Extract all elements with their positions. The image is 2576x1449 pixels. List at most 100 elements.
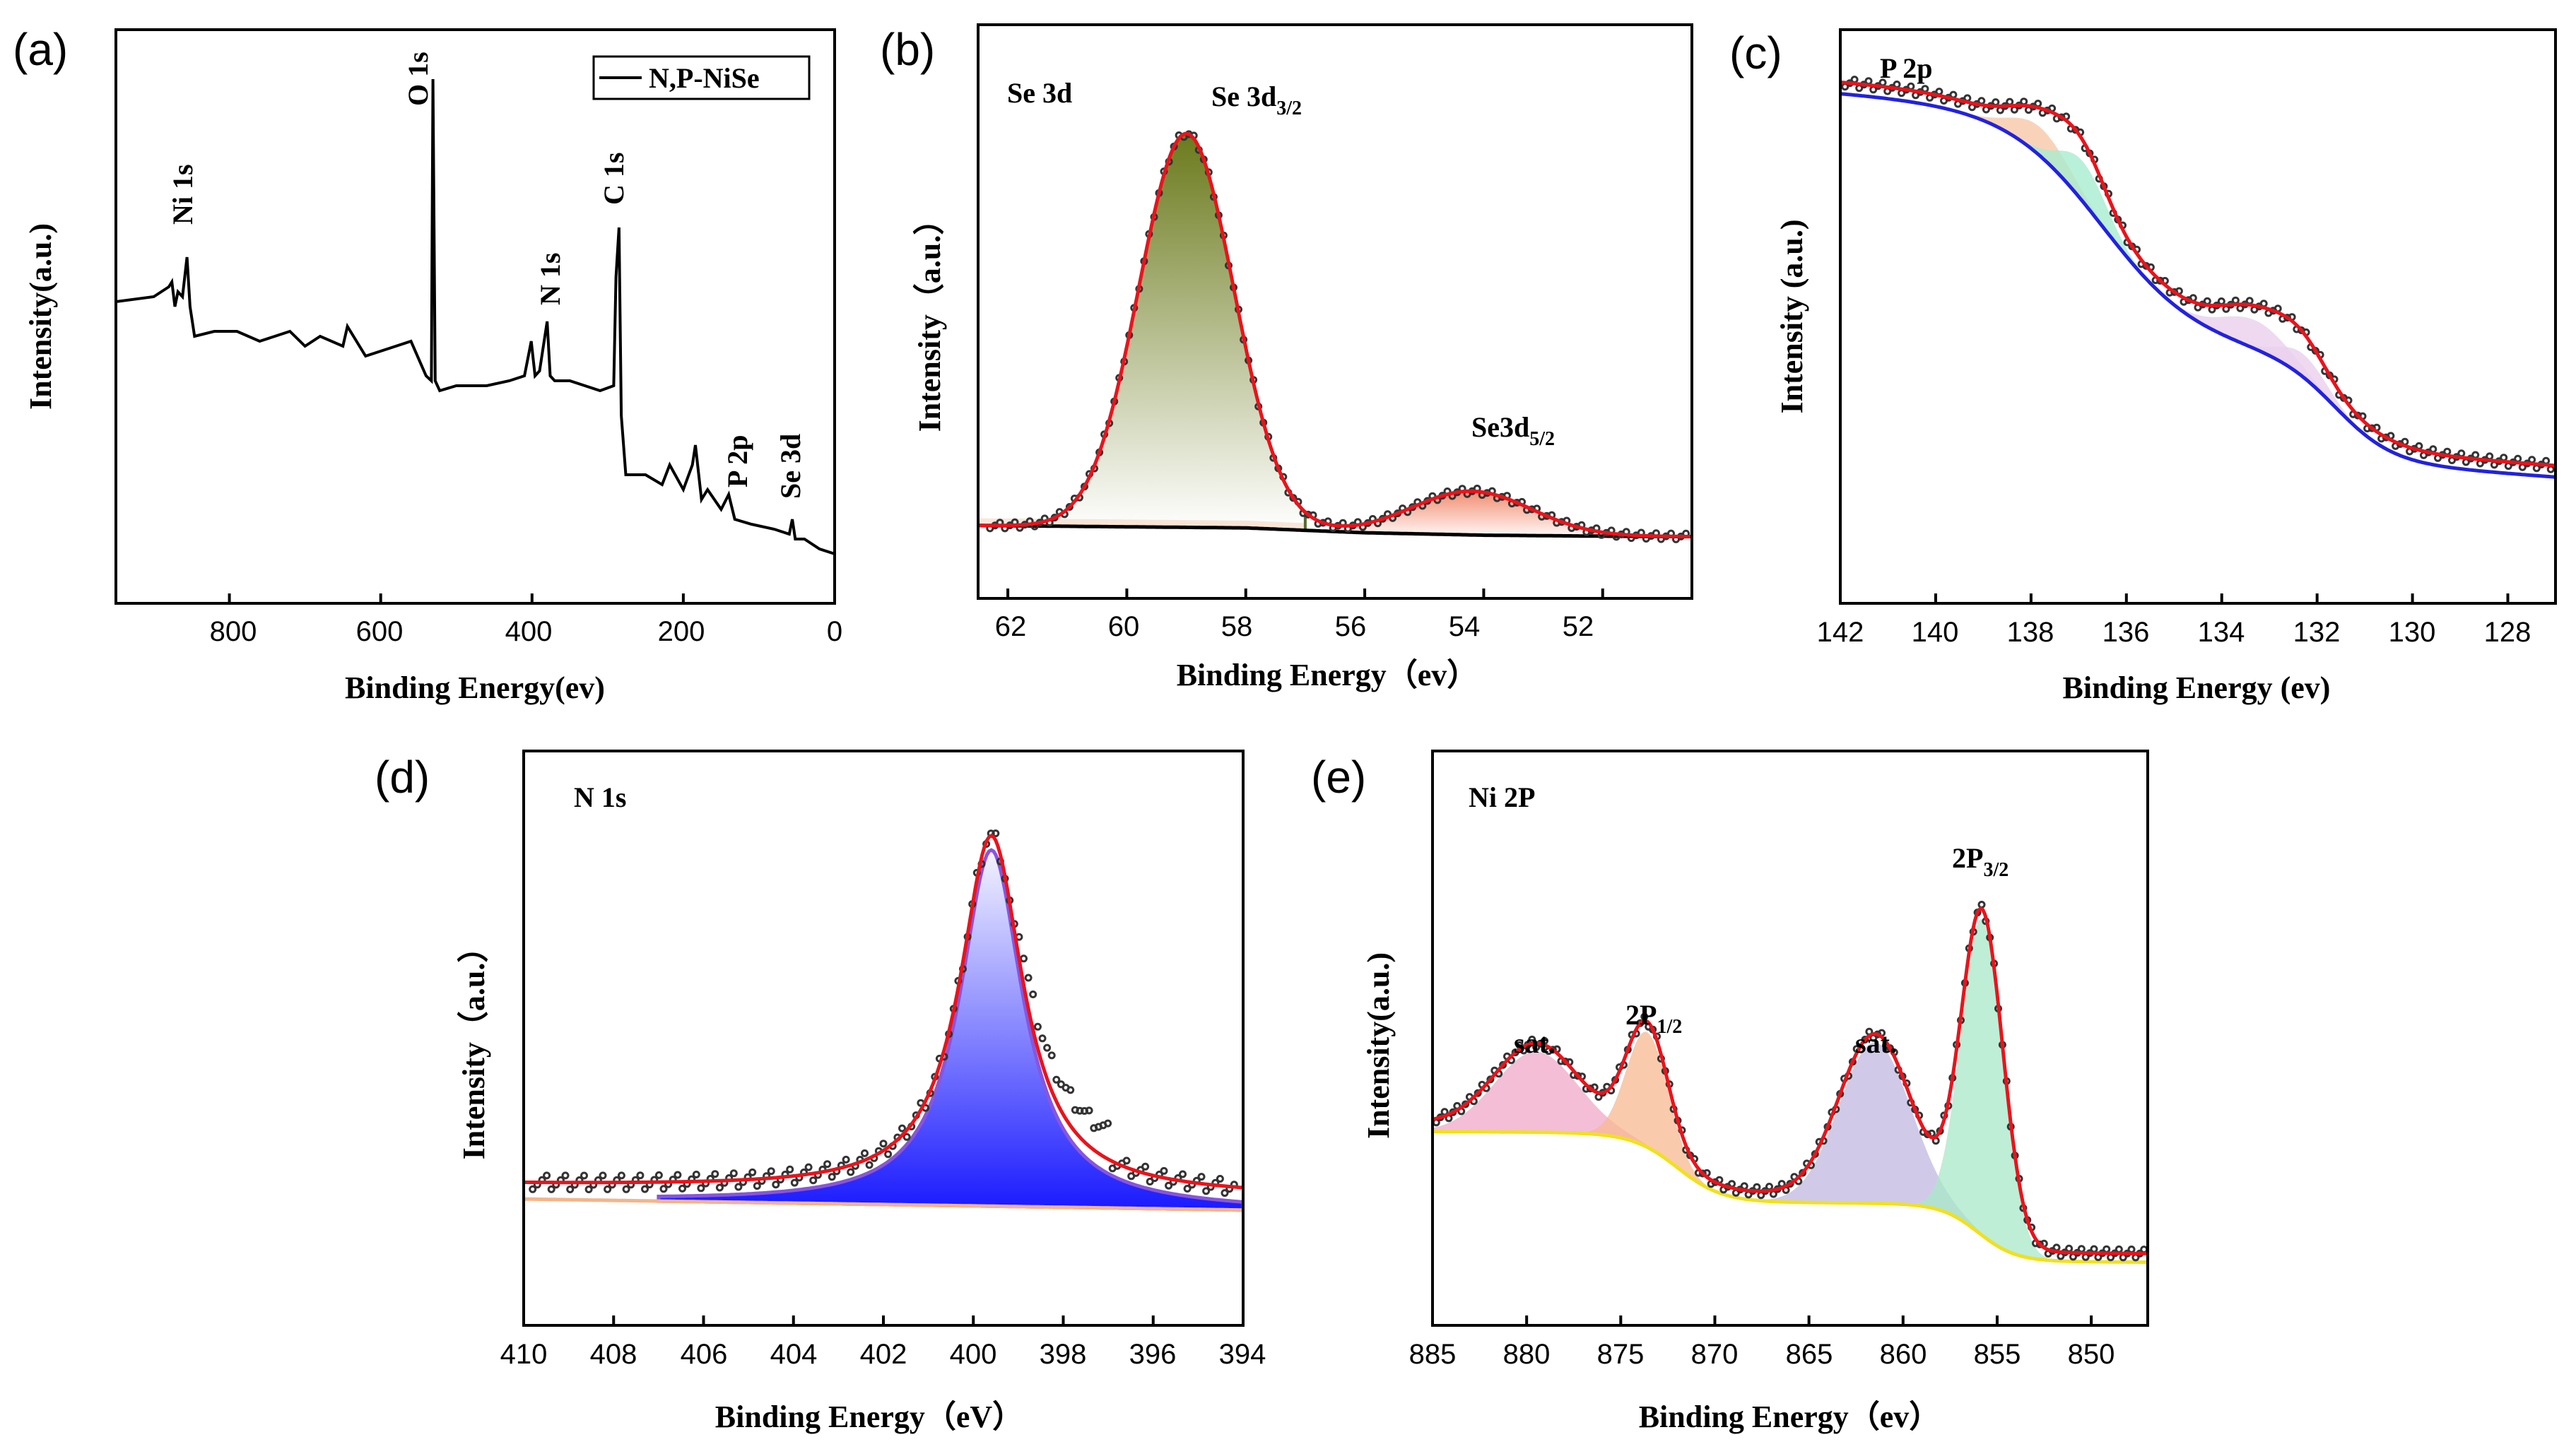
- panel-d-x-label: Binding Energy（eV）: [715, 1400, 1023, 1434]
- panel-b-tick-56: 56: [1335, 611, 1367, 642]
- panel-d-raw-point: [879, 1140, 888, 1148]
- panel-d-frame: [522, 750, 1245, 1327]
- panel-d-tick-402: 402: [860, 1339, 907, 1370]
- panel-a-survey-line: [116, 78, 835, 555]
- annot-se3d32: Se 3d3/2: [1211, 81, 1302, 119]
- panel-c-y-label: Intensity (a.u.): [1775, 219, 1809, 413]
- panel-e-tick-880: 880: [1503, 1339, 1551, 1370]
- panel-e-name: Ni 2P: [1469, 781, 1535, 813]
- panel-d-raw-point: [847, 1168, 855, 1176]
- panel-c-tick-136: 136: [2102, 617, 2150, 648]
- panel-c-component-1: [1935, 106, 2151, 283]
- panel-d-raw-points: [529, 829, 1238, 1197]
- panel-d-raw-point: [809, 1176, 818, 1185]
- panel-c-raw-point: [2471, 451, 2480, 459]
- panel-e-tick-860: 860: [1880, 1339, 1927, 1370]
- annot-n1s: N 1s: [534, 253, 566, 305]
- panel-e-raw-point: [2140, 1246, 2148, 1254]
- panel-d-raw-point: [767, 1167, 775, 1176]
- panel-c-raw-point: [2457, 449, 2466, 458]
- panel-d-raw-point: [697, 1184, 705, 1193]
- panel-c-tick-128: 128: [2484, 617, 2531, 648]
- panel-e-raw-point: [1561, 1058, 1570, 1065]
- panel-d-raw-point: [1020, 954, 1028, 963]
- panel-b-x-label: Binding Energy（ev）: [1177, 658, 1478, 692]
- panel-c-x-ticks: [1839, 593, 2510, 603]
- panel-e-raw-point: [1698, 1169, 1707, 1178]
- panel-d-raw-point: [804, 1163, 813, 1171]
- panel-d-raw-point: [842, 1155, 850, 1164]
- panel-b-x-ticks: [1006, 589, 1604, 598]
- panel-e-raw-point: [1474, 1089, 1482, 1097]
- panel-d-tick-400: 400: [950, 1339, 997, 1370]
- panel-c-name: P 2p: [1880, 52, 1932, 84]
- panel-e-2p12-peak: [1583, 1031, 1715, 1191]
- panel-c-raw-point: [2486, 452, 2494, 461]
- panel-d-raw-point: [678, 1184, 686, 1193]
- panel-d-raw-point: [992, 829, 1000, 838]
- panel-c-tick-138: 138: [2007, 617, 2054, 648]
- panel-d-raw-point: [790, 1178, 799, 1187]
- panel-d-raw-point: [622, 1185, 630, 1193]
- panel-d-raw-point: [898, 1124, 906, 1132]
- panel-d-raw-point: [715, 1183, 724, 1192]
- panel-e-tick-855: 855: [1974, 1339, 2021, 1370]
- panel-d-raw-point: [617, 1171, 625, 1180]
- panel-d-raw-point: [1197, 1173, 1206, 1181]
- panel-a-x-ticks: [228, 593, 836, 603]
- panel-c-frame: [1839, 28, 2557, 605]
- panel-c-raw-point: [2542, 456, 2551, 465]
- panel-e-fit-line: [1433, 906, 2148, 1255]
- panel-d-raw-point: [1024, 974, 1033, 982]
- panel-b-se3d32-peak: [1030, 132, 1307, 532]
- panel-e-raw-point: [2127, 1246, 2136, 1253]
- panel-a-legend: N,P-NiSe: [592, 55, 811, 100]
- panel-d-fit-line: [524, 834, 1243, 1190]
- annot-se3d52: Se3d5/2: [1471, 411, 1555, 450]
- panel-d-raw-point: [604, 1185, 612, 1193]
- panel-d-tick-410: 410: [500, 1339, 548, 1370]
- panel-d-raw-point: [543, 1171, 551, 1180]
- panel-e-tick-875: 875: [1597, 1339, 1645, 1370]
- panel-a-frame: [114, 28, 836, 605]
- panel-d-letter: (d): [375, 752, 430, 803]
- panel-b: (b) 62 60 58 56 54 52 Binding Energy（ev）…: [880, 23, 1693, 692]
- annot-2p32: 2P3/2: [1952, 842, 2009, 881]
- panel-d-raw-point: [1183, 1185, 1192, 1193]
- panel-c-raw-point: [2528, 456, 2536, 464]
- annot-c1s: C 1s: [598, 153, 630, 205]
- panel-b-tick-52: 52: [1563, 611, 1594, 642]
- panel-d-raw-point: [1160, 1166, 1168, 1175]
- panel-e-raw-point: [2035, 1240, 2044, 1248]
- panel-e-raw-point: [2115, 1245, 2123, 1253]
- panel-d-raw-point: [748, 1168, 757, 1176]
- panel-b-fit-line: [978, 131, 1692, 538]
- panel-a-tick-800: 800: [210, 616, 257, 647]
- panel-c-background-line: [1840, 92, 2556, 479]
- panel-c-tick-132: 132: [2293, 617, 2341, 648]
- panel-b-frame: [977, 23, 1693, 600]
- annot-sat-1: sat.: [1514, 1027, 1555, 1059]
- panel-e-y-label: Intensity(a.u.): [1361, 952, 1396, 1139]
- panel-c-tick-130: 130: [2389, 617, 2436, 648]
- panel-d-tick-404: 404: [770, 1339, 818, 1370]
- panel-d-raw-point: [529, 1185, 537, 1193]
- panel-c-raw-point: [2020, 97, 2028, 106]
- panel-d-raw-point: [1066, 1086, 1075, 1094]
- panel-c-raw-point: [2514, 454, 2522, 463]
- panel-d-raw-point: [823, 1160, 832, 1169]
- panel-e: (e) 885 880 875 870 865 860 855 850 Bind…: [1311, 750, 2149, 1434]
- panel-d-raw-point: [1029, 990, 1037, 998]
- panel-e-tick-850: 850: [2068, 1339, 2115, 1370]
- panel-b-tick-62: 62: [995, 611, 1027, 642]
- panel-b-letter: (b): [880, 24, 935, 75]
- panel-d-raw-point: [1038, 1034, 1047, 1043]
- panel-d-raw-point: [1047, 1051, 1056, 1060]
- panel-d-raw-point: [580, 1171, 588, 1180]
- panel-d-raw-point: [636, 1171, 645, 1180]
- panel-a-legend-label: N,P-NiSe: [649, 62, 760, 94]
- panel-d-tick-408: 408: [590, 1339, 637, 1370]
- panel-b-tick-54: 54: [1449, 611, 1481, 642]
- annot-ni1s: Ni 1s: [167, 164, 199, 225]
